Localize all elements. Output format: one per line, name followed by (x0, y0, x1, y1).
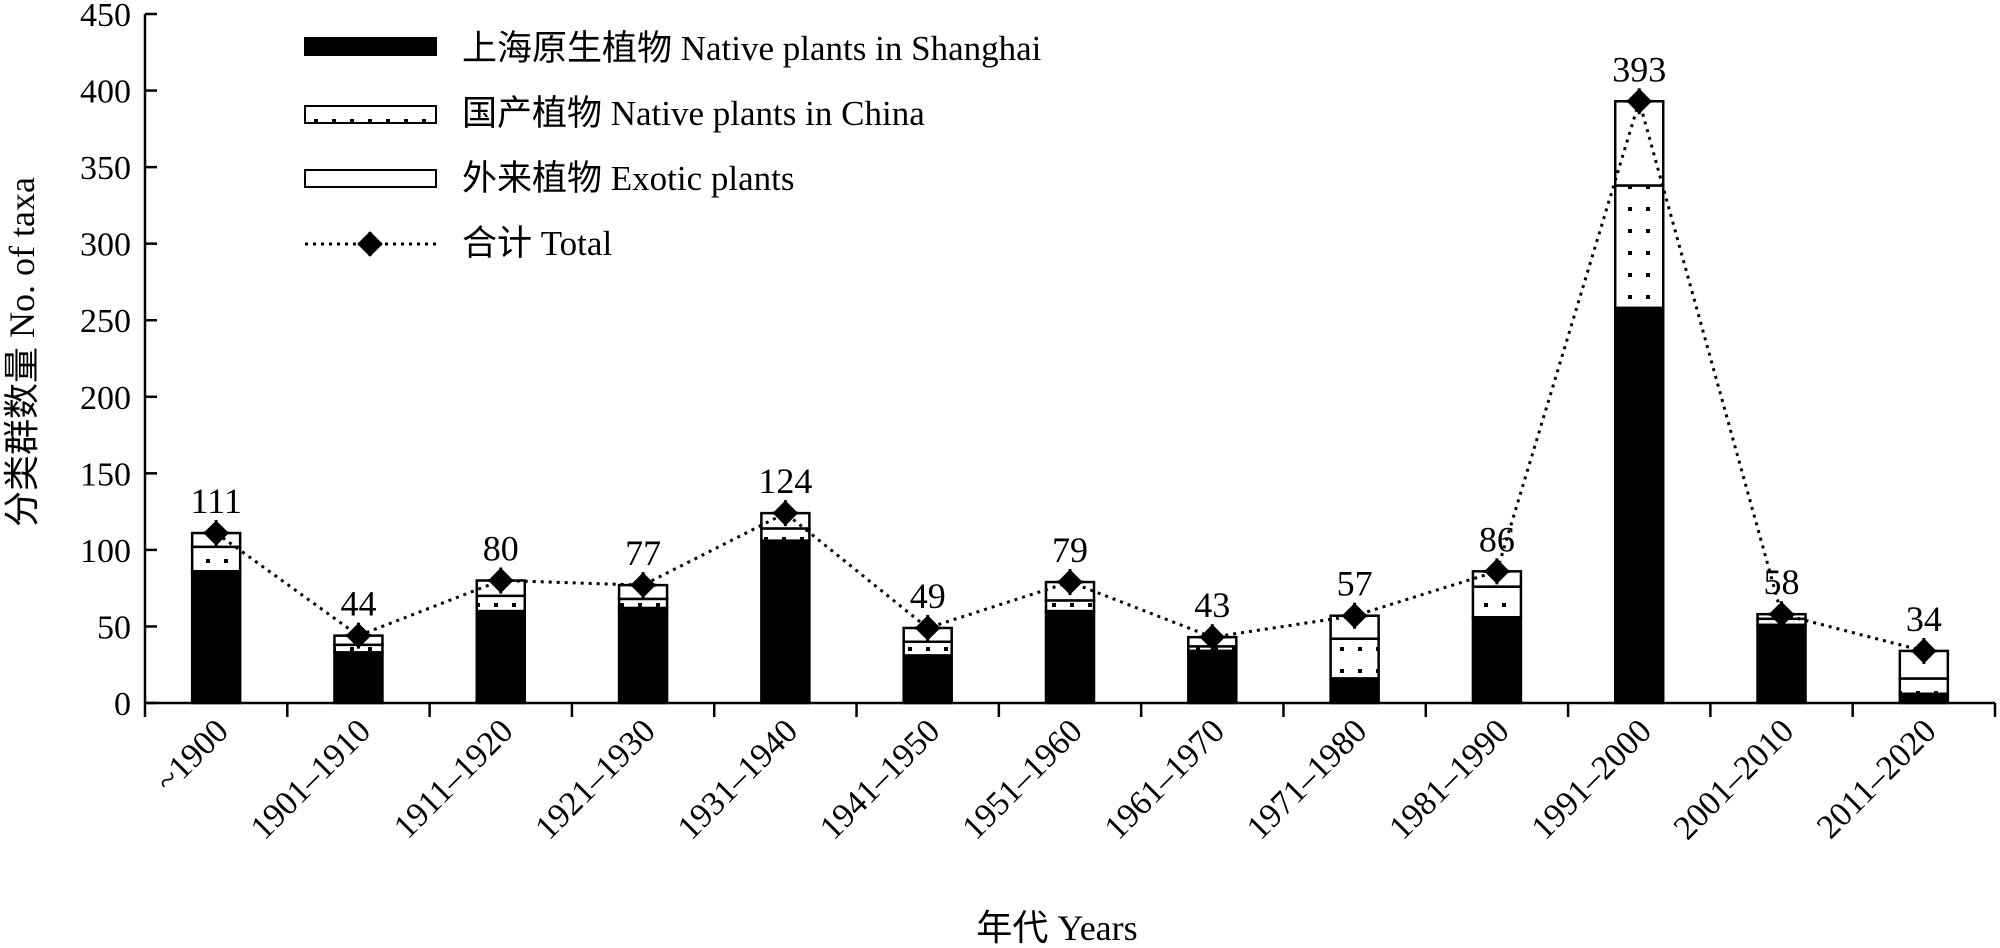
bar-segment-china (617, 597, 669, 610)
bar-segment-shanghai (333, 651, 384, 705)
bar-segment-exotic (1613, 100, 1665, 187)
data-label: 49 (910, 576, 946, 616)
legend-swatch-china (304, 105, 437, 124)
x-tick-label: 2011–2020 (1810, 712, 1943, 845)
bar-segment-china (1471, 585, 1523, 619)
bars (190, 100, 1950, 705)
bar-segment-shanghai (475, 609, 527, 705)
total-marker (487, 567, 514, 594)
legend-swatch-exotic (304, 169, 437, 188)
y-tick-label: 150 (80, 456, 131, 493)
data-label: 58 (1764, 562, 1800, 602)
total-marker (345, 622, 372, 649)
total-marker (772, 500, 799, 527)
data-label: 34 (1906, 599, 1942, 639)
bar-segment-shanghai (1898, 692, 1950, 705)
x-tick-label: 1901–1910 (244, 712, 378, 846)
bar-segment-china (760, 527, 811, 542)
legend-label-china: 国产植物 Native plants in China (462, 94, 925, 133)
y-tick-label: 300 (80, 227, 131, 264)
bar-segment-china (902, 640, 953, 657)
x-tick-label: 1961–1970 (1098, 712, 1232, 846)
y-tick-label: 200 (80, 380, 131, 417)
bar-segment-shanghai (760, 539, 811, 705)
bar-segment-shanghai (902, 654, 953, 705)
y-tick-label: 100 (80, 533, 131, 570)
y-tick-label: 450 (80, 0, 131, 34)
data-label: 77 (625, 533, 661, 573)
data-label: 111 (190, 481, 241, 521)
total-marker (203, 520, 230, 547)
data-label: 43 (1194, 585, 1230, 625)
bar-segment-china (1613, 184, 1665, 310)
data-labels: 111 44 80 77 124 49 79 43 57 86 393 58 34 (190, 49, 1941, 639)
bar-segment-china (475, 594, 527, 613)
bar-segment-shanghai (190, 570, 242, 705)
data-label: 44 (340, 584, 376, 624)
x-tick-label: 1941–1950 (813, 712, 947, 846)
y-tick-label: 0 (114, 686, 131, 723)
x-axis-title: 年代 Years (976, 908, 1137, 948)
x-tick-label: 1991–2000 (1525, 712, 1659, 846)
y-tick-label: 350 (80, 150, 131, 187)
x-tick-label: 1911–1920 (387, 712, 520, 845)
y-axis-title: 分类群数量 No. of taxa (2, 177, 42, 527)
bar-segment-china (1329, 637, 1380, 680)
total-marker (630, 572, 657, 599)
data-label: 80 (483, 529, 519, 569)
bar-segment-shanghai (1044, 609, 1096, 705)
legend-swatch-shanghai (304, 37, 437, 56)
axes: 0 50 100 150 200 250 300 350 400 450 ~1900 1901–191… (80, 0, 1997, 847)
x-tick-label: 1971–1980 (1240, 712, 1374, 846)
bar-segment-shanghai (1329, 677, 1380, 705)
legend: 上海原生植物 Native plants in Shanghai 国产植物 Na… (304, 29, 1042, 263)
legend-marker-total (357, 231, 383, 257)
y-tick-label: 50 (97, 609, 131, 646)
x-tick-label: 1931–1940 (671, 712, 805, 846)
y-tick-label: 250 (80, 303, 131, 340)
x-tick-label: ~1900 (149, 712, 236, 799)
data-label: 79 (1052, 530, 1088, 570)
bar-segment-china (1044, 599, 1096, 613)
legend-label-exotic: 外来植物 Exotic plants (462, 159, 794, 198)
y-tick-label: 400 (80, 74, 131, 111)
x-tick-label: 1981–1990 (1382, 712, 1516, 846)
x-tick-label: 2001–2010 (1667, 712, 1801, 846)
bar-segment-shanghai (617, 606, 669, 705)
legend-label-total: 合计 Total (462, 224, 612, 263)
x-tick-label: 1921–1930 (528, 712, 662, 846)
total-marker (914, 614, 941, 641)
bar-segment-shanghai (1187, 649, 1238, 705)
bar-segment-shanghai (1471, 616, 1523, 705)
bar-segment-china (190, 545, 242, 573)
bar-segment-china (1898, 677, 1950, 696)
data-label: 57 (1337, 564, 1373, 604)
data-label: 86 (1479, 519, 1515, 559)
data-label: 393 (1612, 49, 1666, 89)
x-tick-label: 1951–1960 (955, 712, 1089, 846)
bar-segment-shanghai (1756, 623, 1807, 705)
legend-label-shanghai: 上海原生植物 Native plants in Shanghai (462, 29, 1042, 68)
bar-segment-shanghai (1613, 306, 1665, 705)
data-label: 124 (758, 461, 812, 501)
